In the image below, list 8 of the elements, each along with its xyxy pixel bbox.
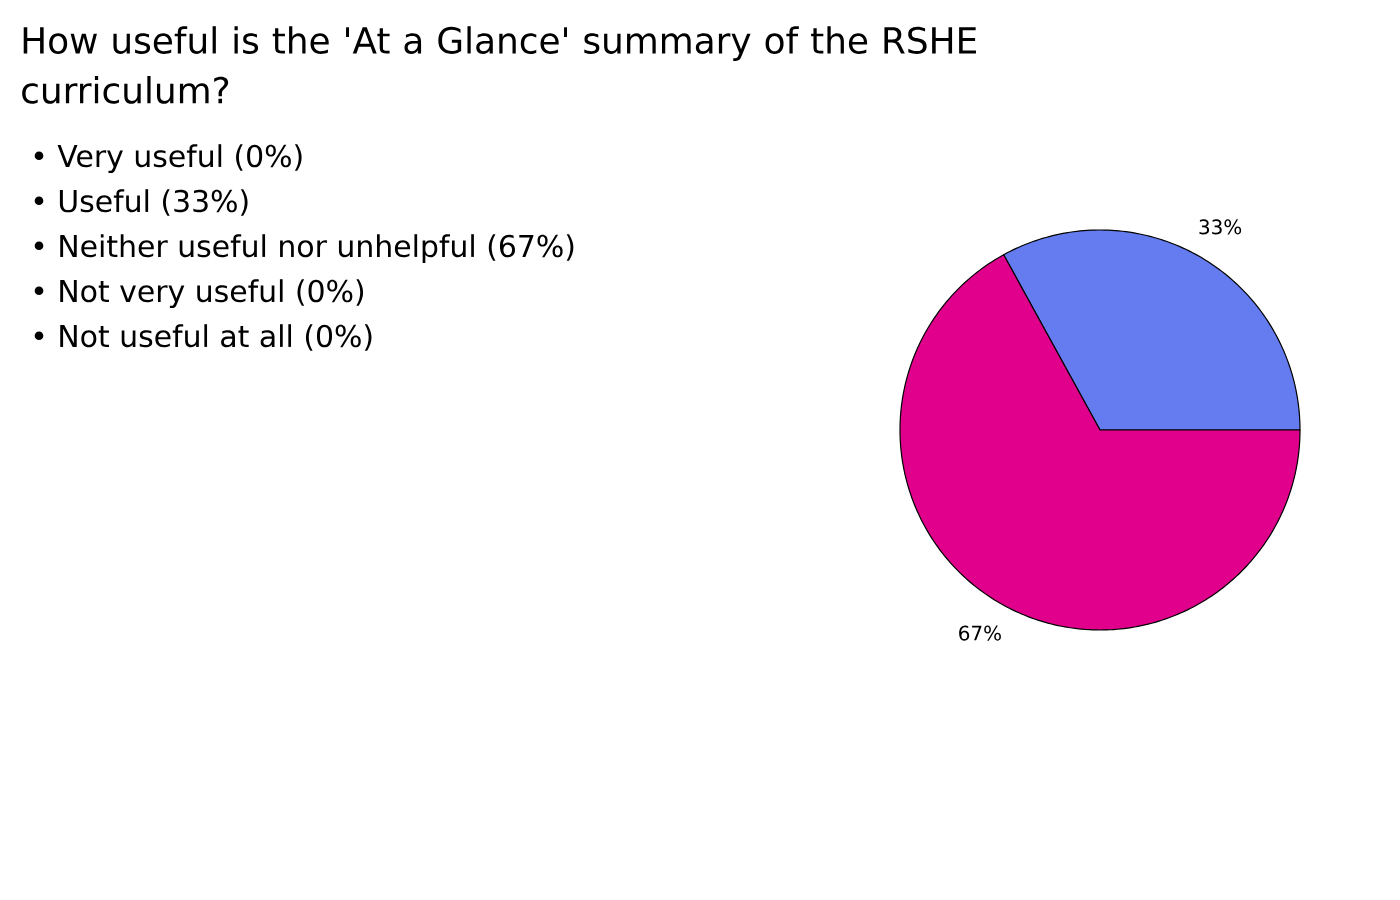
text: • Very useful (0%) [34, 144, 302, 174]
text: • Useful (33%) [34, 189, 248, 216]
text: How useful is the 'At a Glance' summary of the RSHE curriculum? [22, 26, 976, 104]
text: • Neither useful nor unhelpful (67%) [34, 234, 574, 264]
data-label: 67% [959, 625, 1001, 641]
text: • Not very useful (0%) [34, 279, 364, 309]
data-label: 33% [1199, 219, 1242, 235]
text: • Not useful at all (0%) [34, 324, 372, 351]
